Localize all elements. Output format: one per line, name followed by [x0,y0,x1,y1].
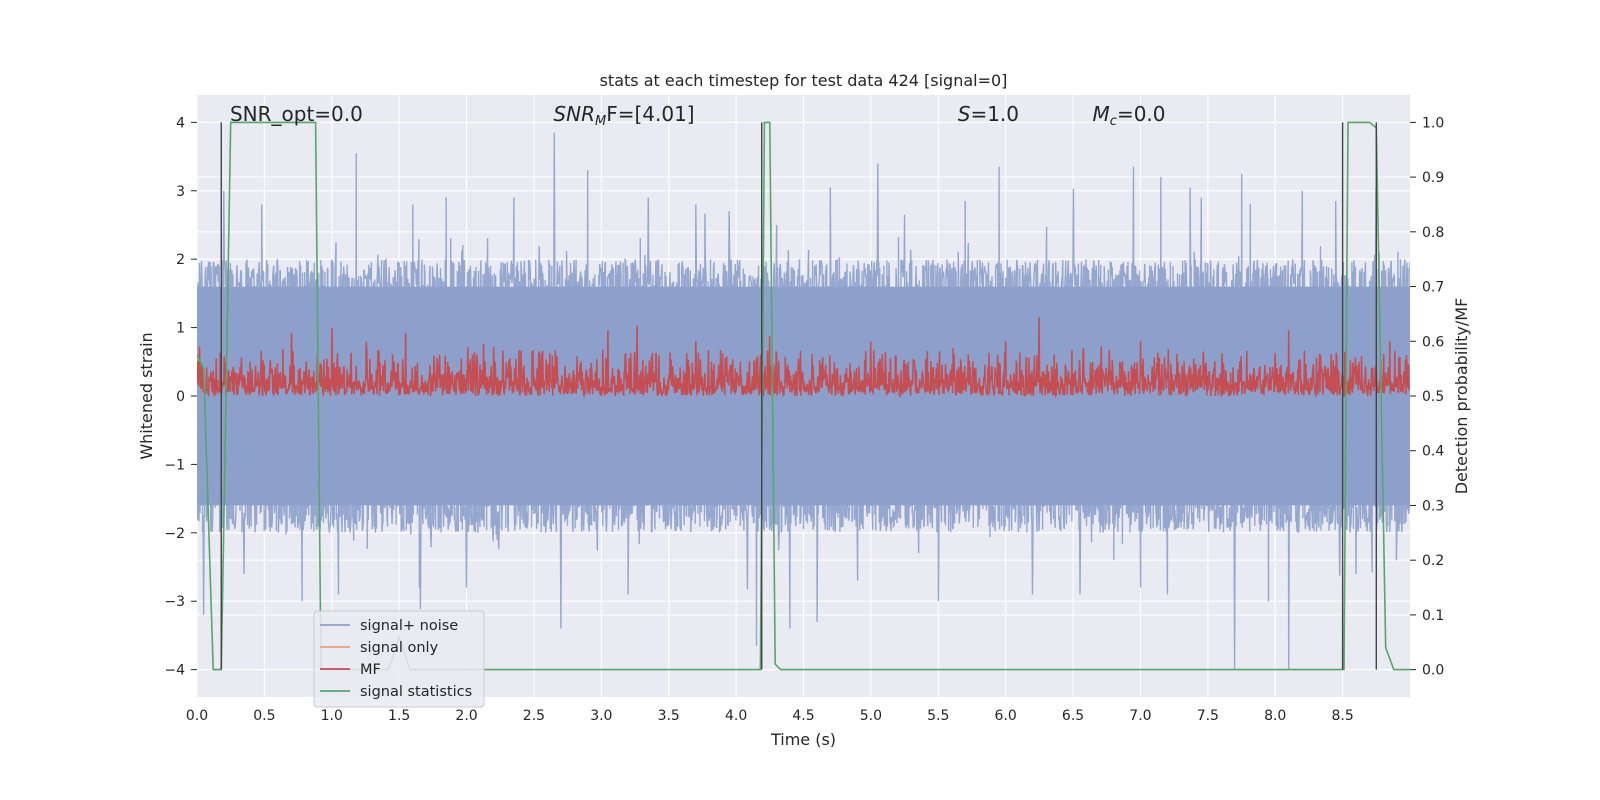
annotation-var: M [1093,102,1110,126]
series-mf-line [197,317,1410,399]
x-tick-label: 8.5 [1331,708,1353,724]
chart-title: stats at each timestep for test data 424… [600,71,1008,90]
x-tick-label: 5.0 [860,708,882,724]
legend-label: signal statistics [360,684,472,700]
annotation-text: S=1.0 [958,102,1019,126]
y2-tick-label: 0.2 [1422,553,1444,569]
x-tick-label: 8.0 [1264,708,1286,724]
annotation-rest: =1.0 [970,102,1019,126]
annotation-text: SNR_opt=0.0 [230,102,363,126]
y2-tick-label: 0.7 [1422,280,1444,296]
annotation-text: Mc=0.0 [1093,102,1166,129]
x-tick-label: 3.0 [590,708,612,724]
annotation-subscript: M [595,114,606,129]
x-tick-label: 4.5 [792,708,814,724]
series-layer [197,121,1410,671]
ticks: 0.0 0.5 1.0 1.5 2.0 2.5 3.0 3.5 4.0 4.5 5.0 5.5 6.0 6… [164,115,1444,724]
y2-tick-label: 0.6 [1422,334,1444,350]
annotation-text: SNRMF=[4.01] [553,102,694,129]
x-tick-label: 6.5 [1062,708,1084,724]
series-signal-noise-line [197,132,1410,670]
x-tick-label: 4.0 [725,708,747,724]
legend-box [313,610,485,708]
vertical-markers [220,122,1378,670]
legend-label: MF [360,662,381,678]
x-tick-label: 6.0 [995,708,1017,724]
x-tick-label: 7.5 [1197,708,1219,724]
y-tick-label: 4 [176,115,185,131]
x-tick-label: 1.5 [388,708,410,724]
legend-label: signal+ noise [360,618,458,634]
y-tick-label: 3 [176,184,185,200]
y2-tick-label: 0.4 [1422,444,1444,460]
x-tick-label: 0.0 [186,708,208,724]
y-tick-label: −1 [164,457,185,473]
y-tick-label: −2 [164,526,185,542]
y2-axis-label: Detection probability/MF [1452,298,1471,495]
x-tick-label: 3.5 [658,708,680,724]
y2-tick-label: 0.3 [1422,498,1444,514]
y2-tick-label: 0.9 [1422,170,1444,186]
y2-tick-label: 0.5 [1422,389,1444,405]
annotation-rest: F=[4.01] [606,102,694,126]
y-tick-label: −4 [164,663,185,679]
legend-label: signal only [360,640,439,656]
y-tick-label: −3 [164,594,185,610]
x-tick-label: 2.0 [455,708,477,724]
y-tick-label: 0 [176,389,185,405]
x-tick-label: 5.5 [927,708,949,724]
x-tick-label: 1.0 [321,708,343,724]
y2-tick-label: 1.0 [1422,115,1444,131]
x-axis-label: Time (s) [770,730,836,749]
annotation-subscript: c [1110,114,1117,129]
x-tick-label: 0.5 [253,708,275,724]
y-tick-label: 1 [176,321,185,337]
annotation-var: SNR [553,102,595,126]
series-signal-noise-band [197,286,1410,506]
y2-tick-label: 0.0 [1422,663,1444,679]
x-tick-label: 2.5 [523,708,545,724]
annotation-rest: =0.0 [1117,102,1166,126]
y-axis-label: Whitened strain [137,332,156,459]
y2-tick-label: 0.8 [1422,225,1444,241]
annotations: SNR_opt=0.0 SNRMF=[4.01] S=1.0 Mc=0.0 [230,102,1166,129]
y-tick-label: 2 [176,252,185,268]
annotation-var: S [958,102,971,126]
y2-tick-label: 0.1 [1422,608,1444,624]
legend: signal+ noise signal only MF signal statist… [313,610,485,708]
x-tick-label: 7.0 [1129,708,1151,724]
